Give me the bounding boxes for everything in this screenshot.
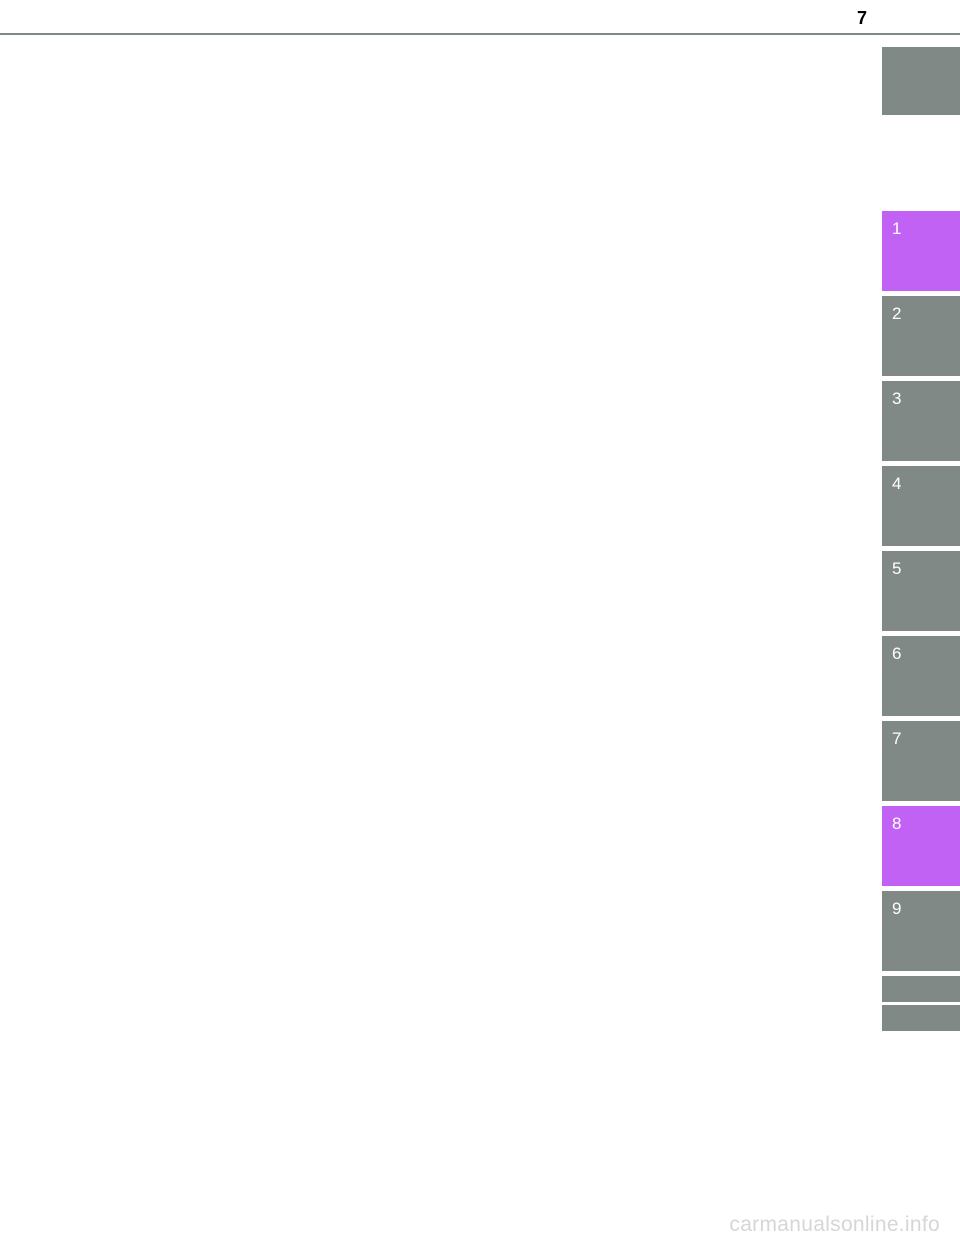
sidebar-tab-4[interactable]: 4 — [882, 466, 960, 546]
tab-label: 1 — [892, 219, 901, 239]
section-tabs-sidebar: 1 2 3 4 5 6 7 8 9 — [882, 47, 960, 1034]
sidebar-tab-2[interactable]: 2 — [882, 296, 960, 376]
page-number: 7 — [857, 8, 867, 29]
page-header: 7 — [0, 0, 960, 35]
sidebar-tab-5[interactable]: 5 — [882, 551, 960, 631]
sidebar-spacer — [882, 120, 960, 211]
sidebar-tab-extra-1[interactable] — [882, 976, 960, 1002]
sidebar-tab-8[interactable]: 8 — [882, 806, 960, 886]
tab-label: 7 — [892, 729, 901, 749]
sidebar-tab-3[interactable]: 3 — [882, 381, 960, 461]
sidebar-tab-top[interactable] — [882, 47, 960, 115]
sidebar-tab-extra-2[interactable] — [882, 1005, 960, 1031]
tab-label: 6 — [892, 644, 901, 664]
tab-label: 9 — [892, 899, 901, 919]
sidebar-tab-1[interactable]: 1 — [882, 211, 960, 291]
tab-label: 5 — [892, 559, 901, 579]
sidebar-tab-7[interactable]: 7 — [882, 721, 960, 801]
sidebar-tab-9[interactable]: 9 — [882, 891, 960, 971]
tab-label: 2 — [892, 304, 901, 324]
sidebar-tab-6[interactable]: 6 — [882, 636, 960, 716]
tab-label: 4 — [892, 474, 901, 494]
tab-label: 8 — [892, 814, 901, 834]
watermark-text: carmanualsonline.info — [729, 1213, 940, 1237]
tab-label: 3 — [892, 389, 901, 409]
